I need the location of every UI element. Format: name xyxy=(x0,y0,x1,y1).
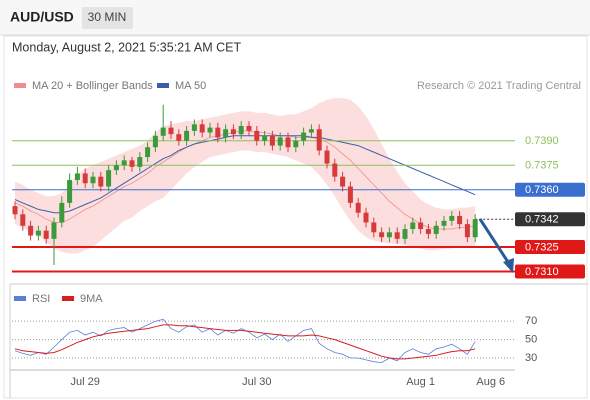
bollinger-band xyxy=(15,98,476,254)
candle-body xyxy=(90,176,96,184)
interval[interactable]: 30 MIN xyxy=(88,10,127,24)
candle-body xyxy=(332,163,338,177)
candle-body xyxy=(207,127,213,133)
y-tick-label: 30 xyxy=(525,352,537,364)
level-label: 0.7360 xyxy=(525,184,559,196)
candle-body xyxy=(129,160,135,167)
y-tick-label: 70 xyxy=(525,315,537,327)
candle-body xyxy=(433,225,439,234)
candle-body xyxy=(386,232,392,238)
candle-body xyxy=(262,135,268,141)
candle-body xyxy=(269,135,275,146)
candle-body xyxy=(59,202,65,223)
candle-body xyxy=(35,230,41,236)
candle-body xyxy=(215,127,221,138)
credit: Research © 2021 Trading Central xyxy=(417,80,581,92)
candle-body xyxy=(184,130,190,141)
x-tick-label: Jul 29 xyxy=(71,376,100,388)
candle-body xyxy=(418,222,424,230)
x-tick-label: Aug 1 xyxy=(406,376,435,388)
candle-body xyxy=(347,186,353,203)
symbol: AUD/USD xyxy=(10,9,74,25)
candle-body xyxy=(121,160,127,166)
legend-swatch xyxy=(14,83,26,88)
level-label: 0.7310 xyxy=(525,266,559,278)
legend-label: 9MA xyxy=(80,293,103,305)
candle-body xyxy=(98,176,104,187)
candle-body xyxy=(152,135,158,148)
candle-body xyxy=(106,170,112,187)
ma-line xyxy=(14,130,476,230)
candle-body xyxy=(379,232,385,238)
candle-body xyxy=(441,220,447,226)
candle-body xyxy=(223,129,229,138)
candle-body xyxy=(293,140,299,148)
candle-body xyxy=(457,215,463,225)
candle-body xyxy=(301,132,307,141)
level-label: 0.7342 xyxy=(525,214,559,226)
candle-body xyxy=(43,230,49,239)
candle-body xyxy=(410,222,416,230)
legend-label: MA 20 + Bollinger Bands xyxy=(32,80,153,92)
candle-body xyxy=(176,134,182,141)
level-box xyxy=(515,240,585,255)
candle-body xyxy=(425,229,431,234)
candle-body xyxy=(191,124,197,131)
candle-body xyxy=(308,129,314,133)
candle-body xyxy=(371,222,377,233)
candle-body xyxy=(74,173,80,180)
candle-body xyxy=(363,212,369,223)
level-label: 0.7325 xyxy=(525,241,559,253)
candle-body xyxy=(12,206,18,215)
candle-body xyxy=(137,157,143,167)
level-label: 0.7390 xyxy=(525,135,559,147)
x-tick-label: Aug 6 xyxy=(476,376,505,388)
x-tick-label: Jul 30 xyxy=(242,376,271,388)
candle-body xyxy=(355,202,361,213)
candle-body xyxy=(324,150,330,164)
plot: 0.7390 0.7375 0.7360 0.7342 0.7325 0.7310 Jul … xyxy=(12,80,585,388)
candle-body xyxy=(340,176,346,187)
level-box xyxy=(515,182,585,197)
level-box xyxy=(515,212,585,227)
candle-body xyxy=(316,129,322,151)
rsi-line xyxy=(14,324,476,360)
candle-body xyxy=(145,147,151,158)
forecast-arrow-head xyxy=(503,258,514,273)
candle-body xyxy=(449,215,455,221)
candle-body xyxy=(472,219,478,238)
legend-label: RSI xyxy=(32,293,50,305)
level-label: 0.7375 xyxy=(525,160,559,172)
candle-body xyxy=(82,173,88,184)
candle-body xyxy=(160,127,166,136)
candle-body xyxy=(199,124,205,133)
legend-label: MA 50 xyxy=(175,80,206,92)
legend-swatch xyxy=(14,296,26,301)
candle-body xyxy=(238,125,244,135)
level-box xyxy=(515,264,585,279)
candle-body xyxy=(277,137,283,146)
candle-body xyxy=(394,232,400,239)
candle-body xyxy=(254,130,260,141)
candle-body xyxy=(67,179,73,203)
candle-body xyxy=(20,214,26,226)
legend-swatch xyxy=(62,296,74,301)
interval-badge[interactable] xyxy=(82,7,133,29)
forecast-arrow xyxy=(478,218,510,263)
candle-body xyxy=(113,165,119,171)
candle-body xyxy=(464,224,470,238)
y-tick-label: 50 xyxy=(525,334,537,346)
candle-body xyxy=(402,229,408,239)
ma-line xyxy=(14,135,476,214)
candle-body xyxy=(246,125,252,131)
candle-body xyxy=(28,225,34,236)
legend-swatch xyxy=(157,83,169,88)
date: Monday, August 2, 2021 5:35:21 AM CET xyxy=(12,40,241,54)
candle-body xyxy=(285,137,291,148)
candle-body xyxy=(51,222,57,239)
chart-frame xyxy=(3,35,588,399)
candle-body xyxy=(168,127,174,135)
candle-body xyxy=(230,129,236,135)
